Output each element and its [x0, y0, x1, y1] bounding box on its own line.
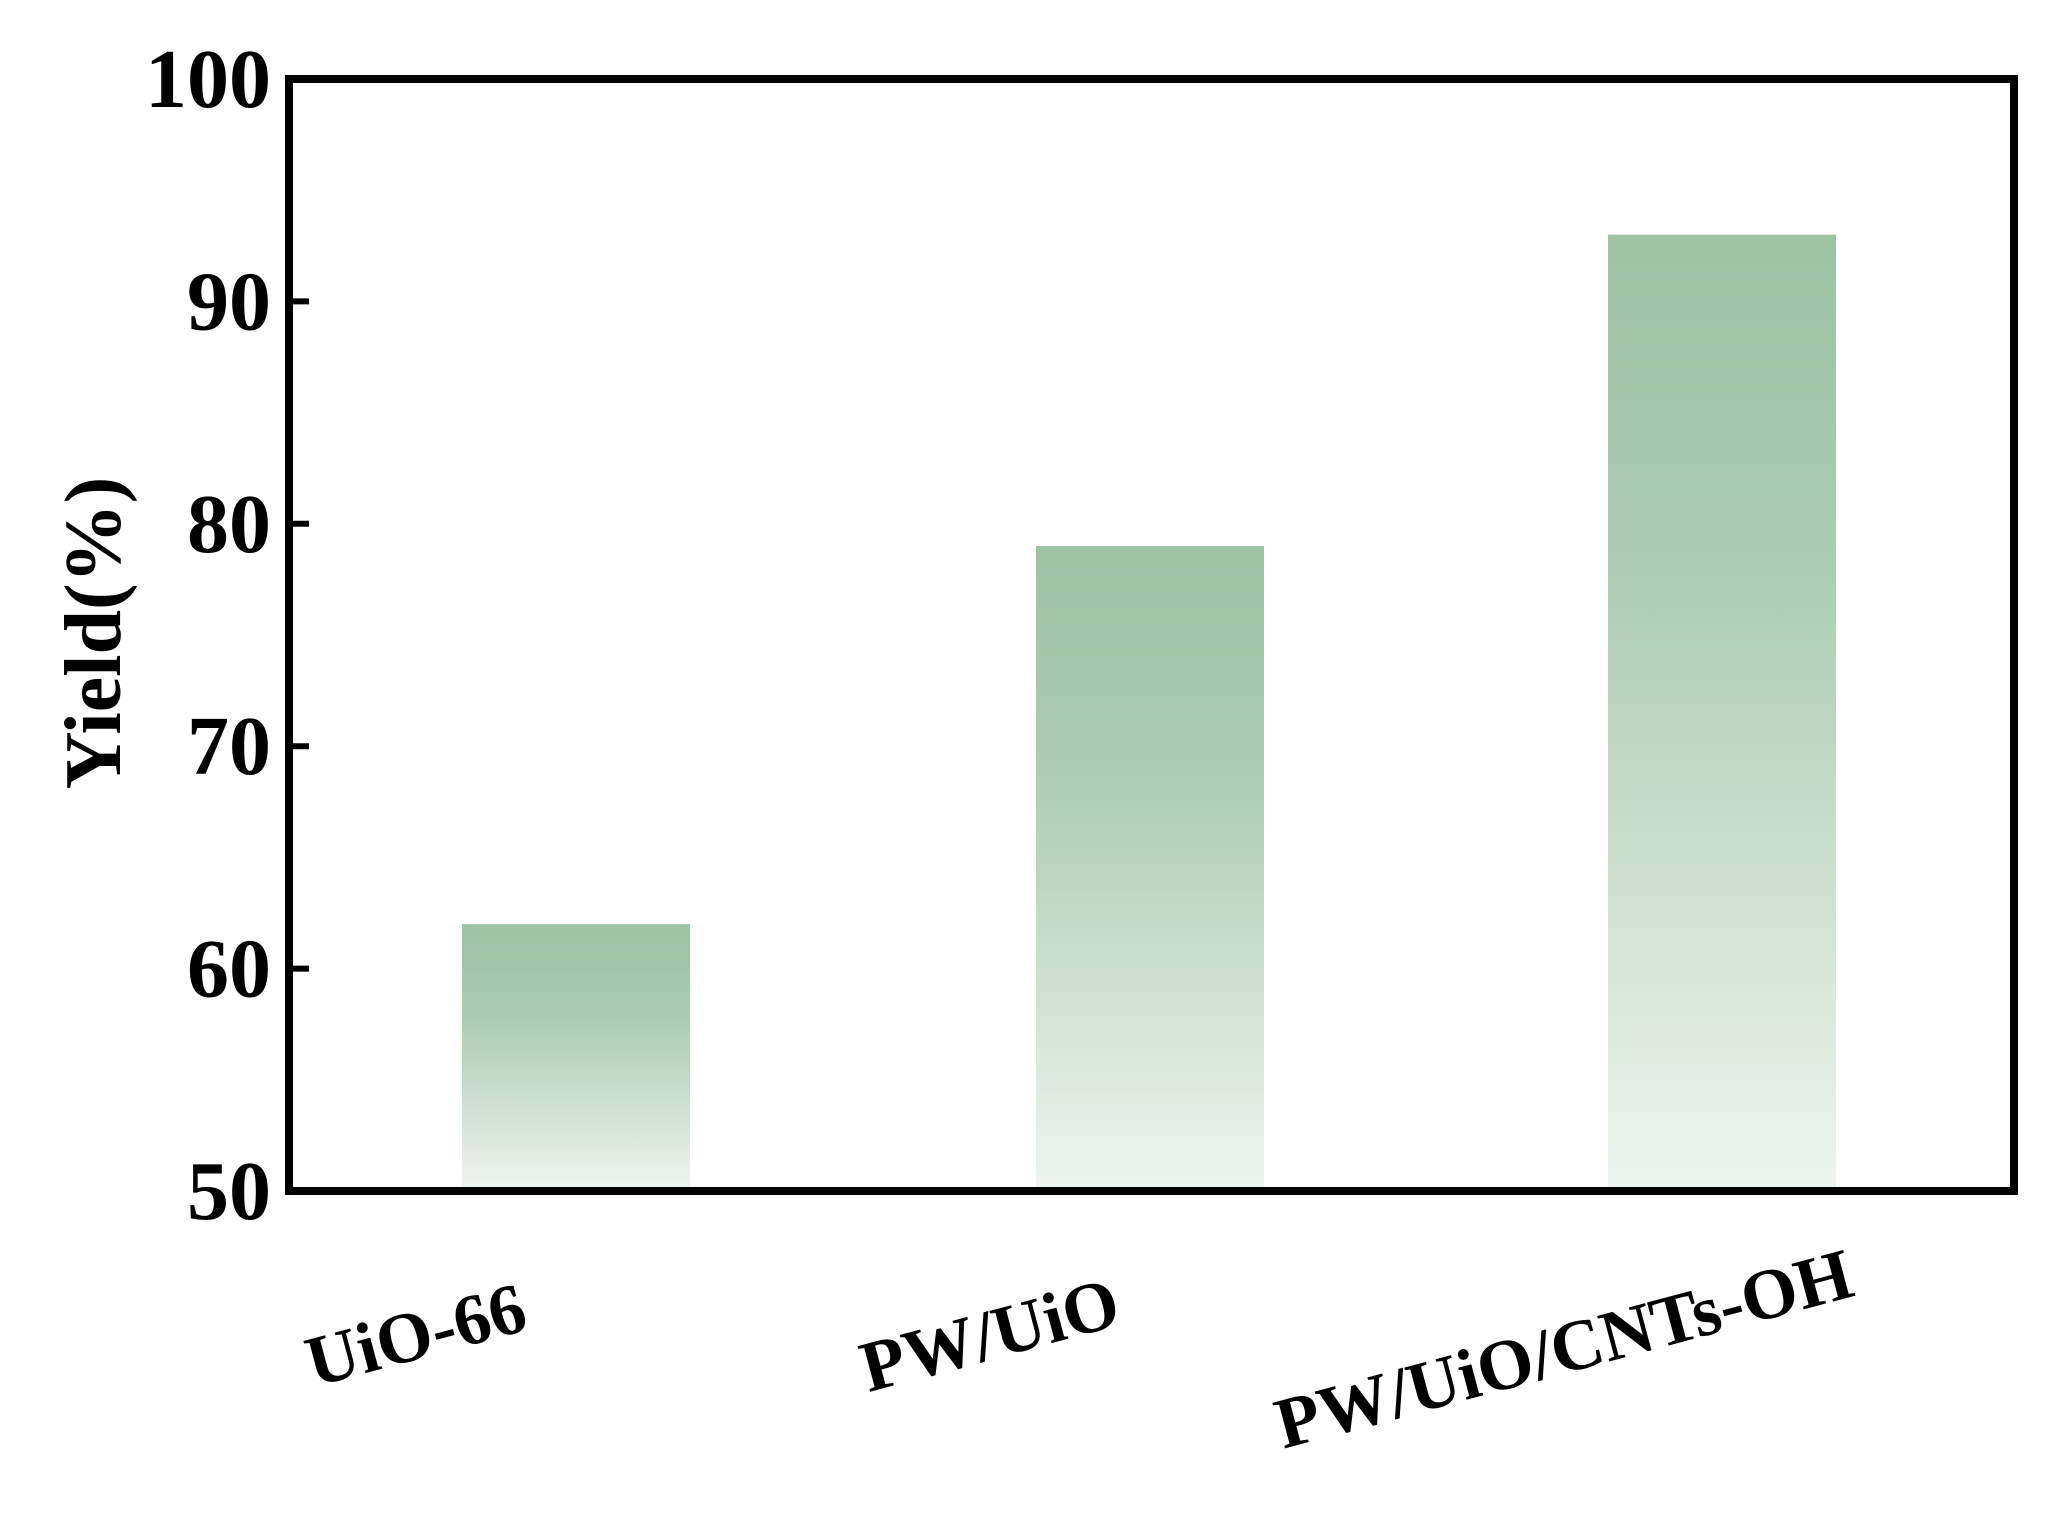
y-ticks: 50 60 70 80 90 100: [145, 33, 309, 1238]
x-tick-label: UiO-66: [297, 1267, 534, 1402]
y-axis-label: Yield(%): [50, 477, 138, 790]
y-tick-label: 100: [145, 33, 271, 126]
bars: [462, 234, 1836, 1191]
x-tick-labels: UiO-66 PW/UiO PW/UiO/CNTs-OH: [297, 1233, 1860, 1464]
y-tick-label: 50: [187, 1145, 271, 1238]
y-tick-label: 90: [187, 255, 271, 348]
plot-frame: [285, 75, 2018, 1195]
bar-pw-uio-cnts-oh: [1608, 234, 1836, 1191]
x-tick-label: PW/UiO: [852, 1262, 1128, 1408]
y-tick-label: 80: [187, 478, 271, 571]
x-tick-label: PW/UiO/CNTs-OH: [1267, 1233, 1861, 1464]
bar-pw-uio: [1036, 546, 1264, 1191]
y-tick-label: 70: [187, 700, 271, 793]
y-tick-label: 60: [187, 923, 271, 1016]
bar-uio-66: [462, 924, 690, 1191]
